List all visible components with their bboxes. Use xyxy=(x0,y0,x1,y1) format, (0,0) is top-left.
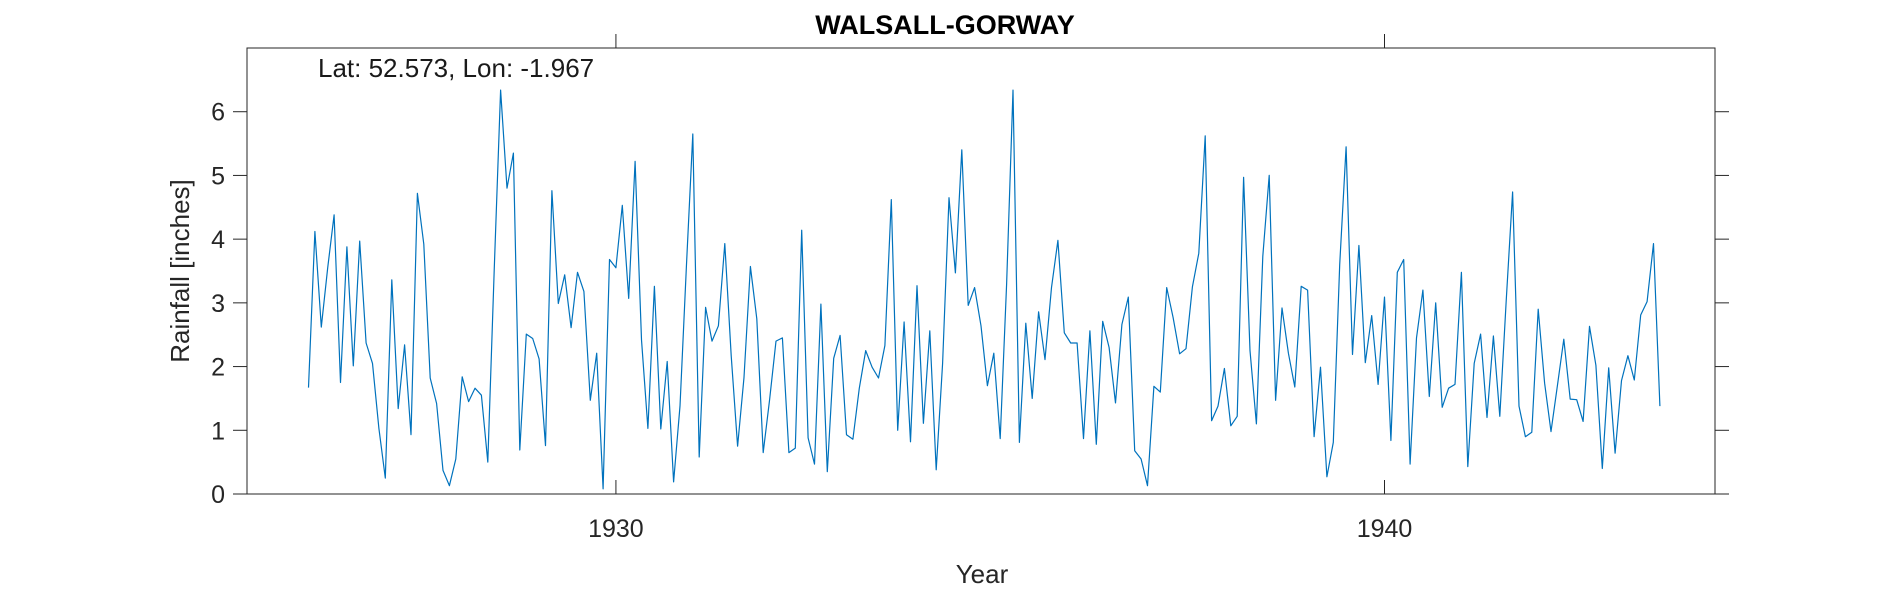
x-tick-label: 1940 xyxy=(1357,515,1413,543)
y-tick-label: 5 xyxy=(211,162,225,190)
rainfall-series-line xyxy=(307,89,1661,490)
chart-title: WALSALL-GORWAY xyxy=(815,10,1075,40)
x-axis-label: Year xyxy=(956,559,1009,589)
y-tick-label: 3 xyxy=(211,290,225,318)
y-tick-label: 6 xyxy=(211,99,225,127)
x-tick-label: 1930 xyxy=(588,515,644,543)
plot-frame xyxy=(246,47,1716,495)
plot-axes: 0 1 2 3 4 5 6 1930 1940 xyxy=(211,34,1729,543)
y-axis-label: Rainfall [inches] xyxy=(165,179,195,363)
y-tick-label: 0 xyxy=(211,481,225,509)
location-annotation: Lat: 52.573, Lon: -1.967 xyxy=(318,53,594,83)
y-tick-label: 4 xyxy=(211,226,225,254)
y-tick-label: 1 xyxy=(211,417,225,445)
y-tick-label: 2 xyxy=(211,354,225,382)
